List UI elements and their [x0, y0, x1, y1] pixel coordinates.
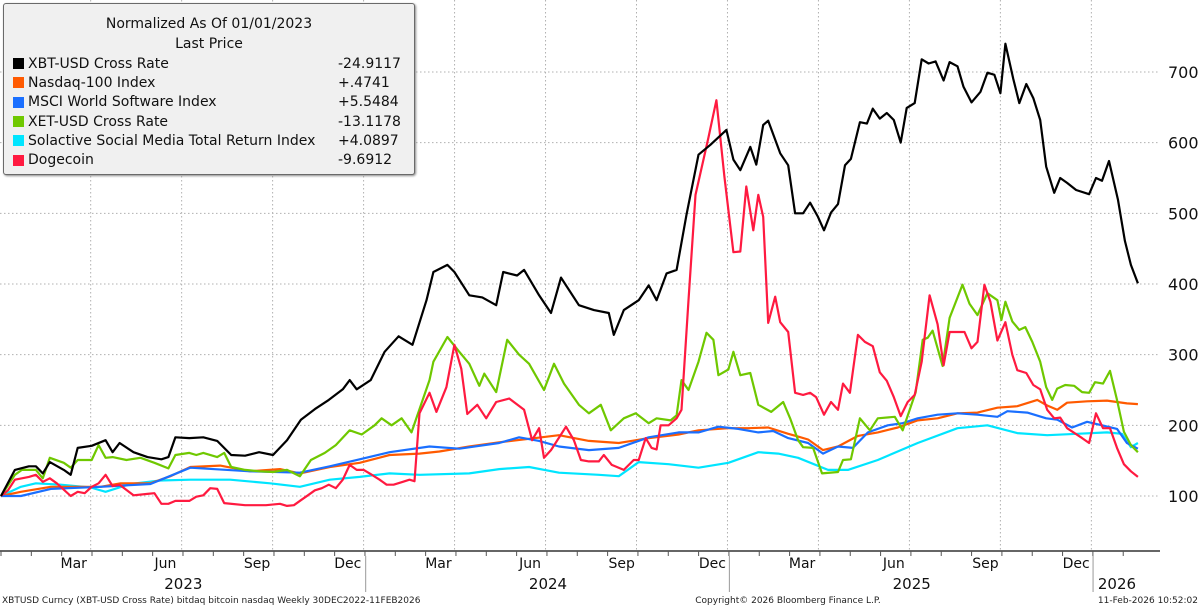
legend-swatch [13, 77, 24, 89]
legend-swatch [13, 116, 24, 128]
legend-series-name: Dogecoin [28, 152, 94, 169]
footer-timestamp: 11-Feb-2026 10:52:02 [1098, 596, 1198, 606]
legend-item: XET-USD Cross Rate -13.1178 [4, 112, 414, 131]
legend-last-value: +4.0897 [338, 132, 399, 149]
legend: Normalized As Of 01/01/2023 Last Price X… [3, 3, 415, 175]
legend-last-value: -13.1178 [338, 113, 401, 130]
series-line-dogecoin [0, 99, 1139, 507]
legend-item: Nasdaq-100 Index +.4741 [4, 73, 414, 92]
footer-left: XBTUSD Curncy (XBT-USD Cross Rate) bitda… [2, 596, 421, 606]
x-month-label: Mar [425, 556, 452, 572]
legend-last-value: +5.5484 [338, 94, 399, 111]
y-tick-label: 400 [1168, 275, 1199, 294]
y-tick-label: 600 [1168, 134, 1199, 153]
x-month-label: Mar [789, 556, 816, 572]
legend-series-name: Nasdaq-100 Index [28, 74, 156, 91]
legend-swatch [13, 154, 24, 166]
y-tick-label: 300 [1168, 346, 1199, 365]
y-axis: 100 200 300 400 500 600 700 [1168, 63, 1199, 506]
x-month-label: Jun [153, 556, 176, 572]
x-month-label: Dec [334, 556, 361, 572]
legend-series-name: XET-USD Cross Rate [28, 113, 169, 130]
legend-series-name: XBT-USD Cross Rate [28, 55, 169, 72]
legend-item: MSCI World Software Index +5.5484 [4, 93, 414, 112]
x-year-label: 2023 [164, 575, 202, 593]
x-year-label: 2026 [1098, 575, 1136, 593]
legend-subtitle: Last Price [175, 36, 243, 52]
legend-item: Solactive Social Media Total Return Inde… [4, 131, 414, 150]
legend-swatch [13, 135, 24, 147]
legend-last-value: -9.6912 [338, 152, 393, 169]
y-tick-label: 200 [1168, 416, 1199, 435]
legend-swatch [13, 96, 24, 108]
legend-last-value: -24.9117 [338, 55, 401, 72]
x-month-label: Dec [699, 556, 726, 572]
x-month-label: Sep [972, 556, 999, 572]
legend-last-value: +.4741 [338, 74, 390, 91]
series-lines [0, 42, 1139, 507]
legend-series-name: MSCI World Software Index [28, 94, 217, 111]
x-axis: Mar Jun Sep Dec Mar Jun Sep Dec Mar Jun Sep Dec 2023… [0, 550, 1160, 593]
footer-copyright: Copyright© 2026 Bloomberg Finance L.P. [695, 596, 880, 606]
x-month-label: Sep [609, 556, 636, 572]
legend-title: Normalized As Of 01/01/2023 [105, 16, 313, 32]
y-tick-label: 500 [1168, 204, 1199, 223]
x-month-label: Mar [61, 556, 88, 572]
series-line-xet-usd-cross-rate [0, 283, 1139, 497]
y-tick-label: 100 [1168, 487, 1199, 506]
x-month-label: Dec [1063, 556, 1090, 572]
series-line-nasdaq-100-index [0, 398, 1138, 498]
legend-series-name: Solactive Social Media Total Return Inde… [28, 132, 316, 149]
legend-item: Dogecoin -9.6912 [4, 150, 414, 169]
x-month-label: Jun [882, 556, 905, 572]
x-year-label: 2024 [529, 575, 567, 593]
legend-item: XBT-USD Cross Rate -24.9117 [4, 54, 414, 73]
x-month-label: Jun [518, 556, 541, 572]
x-month-label: Sep [244, 556, 271, 572]
series-line-xbt-usd-cross-rate [0, 42, 1139, 497]
x-year-label: 2025 [893, 575, 931, 593]
series-line-msci-world-software-index [1, 410, 1139, 498]
legend-swatch [13, 58, 24, 70]
y-tick-label: 700 [1168, 63, 1199, 82]
